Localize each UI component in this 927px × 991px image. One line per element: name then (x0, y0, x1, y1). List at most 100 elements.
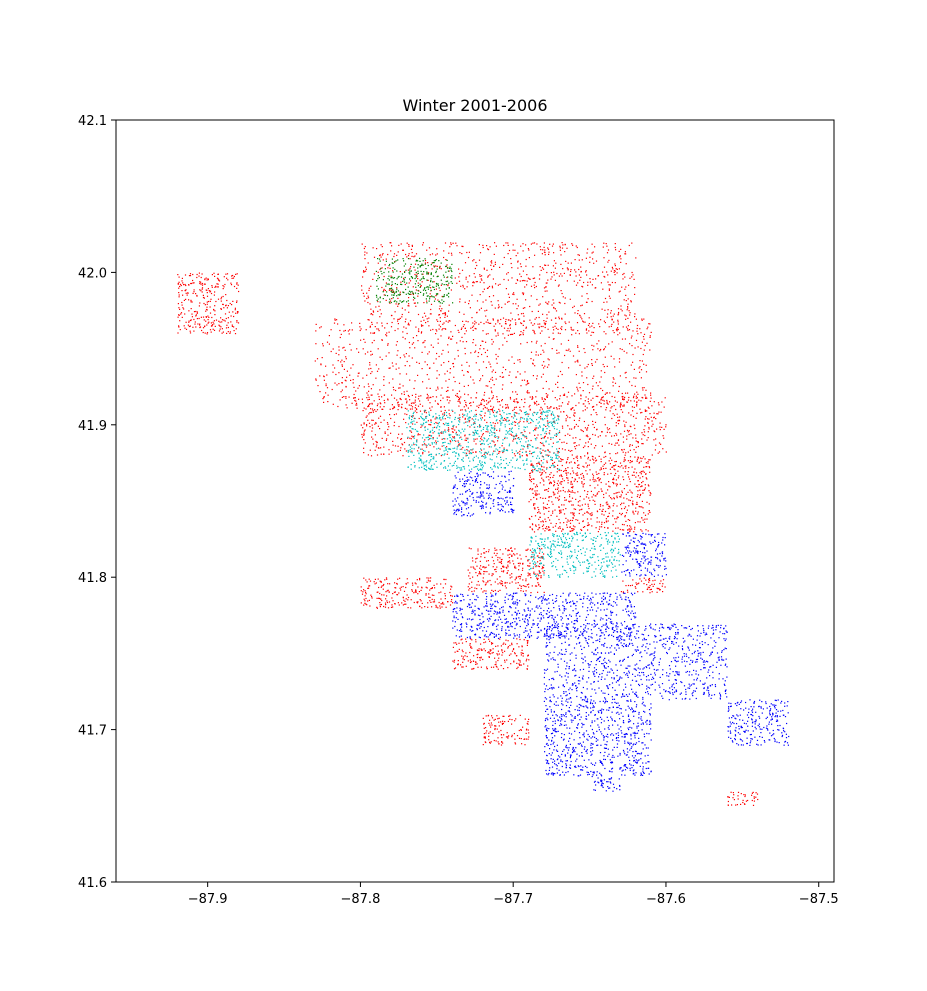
data-point (501, 306, 503, 309)
data-point (424, 411, 426, 413)
data-point (631, 335, 633, 337)
data-point (500, 729, 502, 732)
data-point (475, 572, 477, 574)
data-point (646, 439, 648, 441)
data-point (584, 400, 586, 402)
data-point (577, 346, 579, 348)
data-point (461, 409, 463, 411)
data-point (372, 310, 374, 312)
data-point (352, 364, 354, 366)
data-point (482, 291, 484, 293)
data-point (596, 492, 599, 494)
data-point (731, 804, 733, 806)
data-point (345, 386, 347, 388)
data-point (504, 476, 506, 478)
data-point (490, 592, 492, 594)
data-point (377, 348, 379, 350)
data-point (520, 738, 522, 740)
data-point (397, 404, 399, 406)
data-point (612, 505, 614, 507)
data-point (399, 357, 401, 359)
data-point (626, 525, 628, 527)
data-point (622, 398, 624, 400)
data-point (367, 319, 369, 321)
data-point (615, 521, 617, 523)
data-point (400, 586, 402, 588)
data-point (573, 409, 575, 411)
data-point (530, 464, 532, 466)
data-point (539, 246, 541, 248)
data-point (183, 308, 185, 310)
data-point (531, 528, 533, 530)
data-point (211, 274, 213, 276)
data-point (638, 505, 640, 508)
data-point (374, 434, 376, 436)
data-point (580, 429, 582, 431)
data-point (199, 282, 201, 285)
data-point (179, 285, 181, 288)
data-point (661, 426, 663, 428)
data-point (501, 723, 504, 725)
data-point (501, 581, 503, 583)
data-point (393, 389, 395, 391)
data-point (518, 422, 520, 424)
data-point (625, 263, 627, 265)
data-point (581, 285, 583, 287)
data-point (460, 630, 462, 632)
data-point (623, 502, 625, 504)
data-point (637, 513, 639, 515)
data-point (547, 248, 550, 250)
data-point (616, 272, 618, 274)
data-point (559, 332, 561, 335)
data-point (619, 290, 621, 292)
data-point (600, 461, 602, 463)
data-point (538, 552, 541, 554)
data-point (196, 273, 198, 276)
data-point (577, 504, 579, 506)
data-point (442, 413, 444, 415)
data-point (485, 299, 487, 301)
data-point (206, 332, 209, 334)
data-point (589, 469, 591, 471)
data-point (364, 600, 366, 602)
data-point (511, 504, 513, 506)
data-point (595, 460, 597, 462)
data-point (321, 357, 323, 359)
data-point (457, 660, 459, 662)
data-point (530, 577, 532, 579)
data-point (370, 350, 372, 352)
data-point (590, 443, 592, 445)
data-point (579, 505, 581, 507)
data-point (379, 606, 381, 608)
data-point (546, 631, 548, 633)
data-point (548, 253, 550, 255)
data-point (489, 719, 491, 721)
data-point (393, 591, 395, 593)
data-point (481, 398, 484, 400)
data-point (536, 427, 538, 429)
data-point (426, 249, 428, 251)
point-cluster (361, 242, 637, 335)
data-point (408, 244, 410, 246)
data-point (623, 459, 625, 461)
data-point (492, 500, 494, 502)
data-point (480, 378, 482, 380)
data-point (730, 791, 732, 793)
data-point (213, 309, 215, 311)
data-point (502, 486, 504, 488)
data-point (511, 434, 513, 436)
data-point (430, 303, 433, 305)
data-point (225, 294, 227, 296)
data-point (529, 319, 531, 321)
data-point (613, 498, 615, 500)
data-point (562, 244, 564, 246)
data-point (572, 487, 574, 489)
data-point (388, 331, 390, 333)
data-point (513, 293, 515, 296)
data-point (411, 255, 413, 257)
data-point (529, 278, 531, 280)
data-point (433, 594, 435, 596)
data-point (637, 511, 639, 513)
data-point (319, 391, 321, 393)
data-point (460, 409, 462, 411)
